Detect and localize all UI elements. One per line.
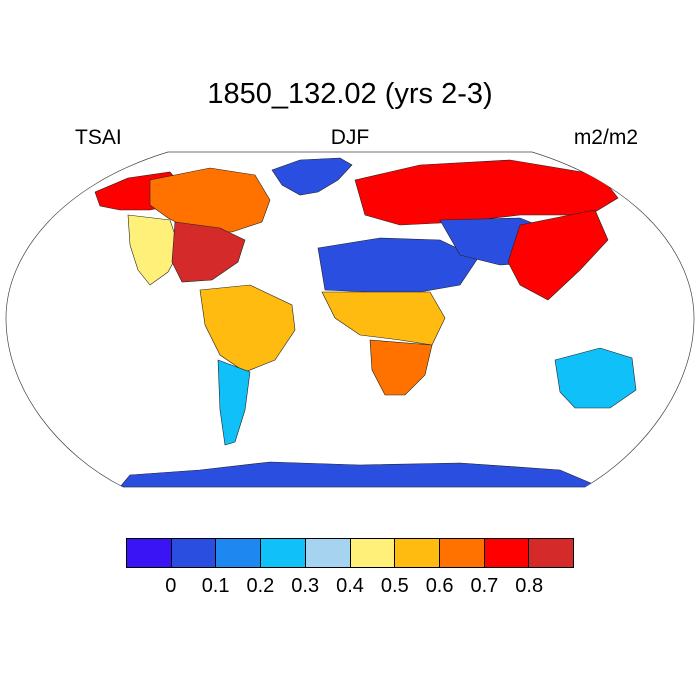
colorbar-swatch	[127, 539, 172, 567]
colorbar-swatch	[439, 539, 485, 567]
colorbar-swatch	[216, 539, 262, 567]
colorbar-swatch	[395, 539, 440, 567]
map-title: 1850_132.02 (yrs 2-3)	[207, 78, 493, 110]
colorbar-swatch	[529, 539, 574, 567]
colorbar-tick-label: 0.8	[515, 575, 544, 597]
colorbar-tick-label: 0.4	[336, 575, 364, 597]
colorbar-tick-label: 0.5	[380, 575, 409, 597]
colorbar-tick-label: 0.3	[291, 575, 320, 597]
land-region-greenland	[271, 157, 353, 196]
colorbar-tick-label: 0	[165, 575, 177, 597]
land-region-east-asia	[507, 209, 609, 301]
colorbar-tick-label: 0.2	[246, 575, 275, 597]
colorbar-swatch	[171, 539, 217, 567]
land-region-antarctica	[119, 461, 601, 487]
colorbar-swatch	[305, 539, 351, 567]
land-region-tropical-africa	[321, 291, 446, 346]
colorbar	[126, 538, 574, 568]
land-region-patagonia	[217, 359, 251, 446]
variable-label: TSAI	[75, 126, 122, 149]
land-region-western-usa	[127, 214, 181, 286]
colorbar-tick-label: 0.1	[201, 575, 230, 597]
land-region-sahara-arabia	[317, 237, 479, 293]
land-region-eastern-usa	[171, 221, 246, 283]
colorbar-swatch	[484, 539, 530, 567]
units-label: m2/m2	[573, 126, 638, 149]
land-region-australia-interior	[554, 347, 637, 409]
colorbar-tick-label: 0.6	[425, 575, 454, 597]
land-region-amazon	[199, 284, 296, 373]
colorbar-swatch	[261, 539, 306, 567]
colorbar-swatch	[350, 539, 396, 567]
colorbar-tick-label: 0.7	[470, 575, 499, 597]
land-region-canada-boreal	[149, 167, 271, 233]
season-label: DJF	[330, 126, 370, 149]
land-region-southern-africa	[369, 339, 433, 396]
